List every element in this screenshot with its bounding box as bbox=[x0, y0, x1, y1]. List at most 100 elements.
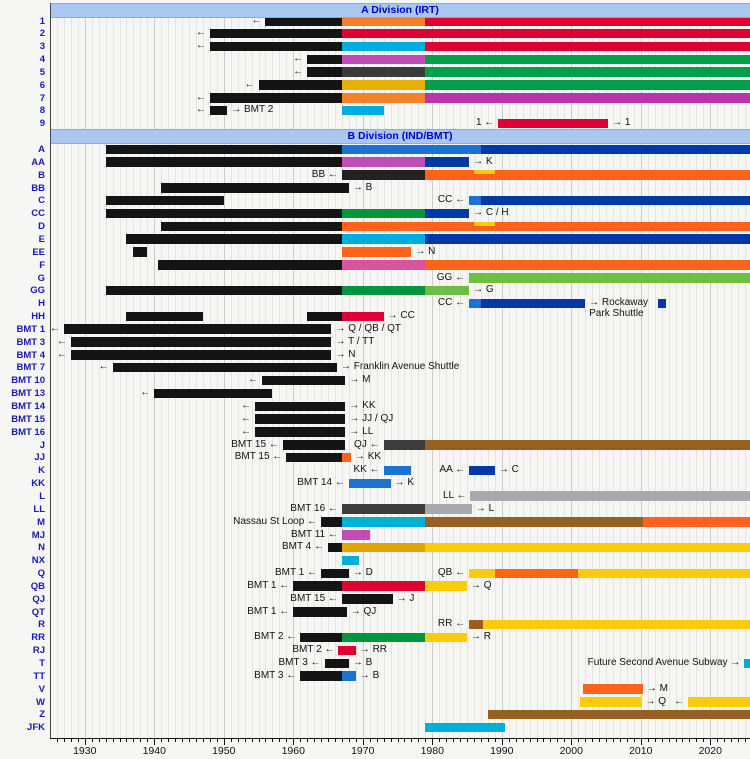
bar-BMT 3-black bbox=[70, 337, 332, 347]
gridline-2002 bbox=[585, 3, 587, 738]
axis-tick-1952 bbox=[237, 739, 239, 742]
axis-label-1940: 1940 bbox=[142, 745, 166, 757]
annotation-pre-6: ← bbox=[244, 78, 255, 90]
bar-M-black bbox=[321, 517, 342, 527]
axis-label-1960: 1960 bbox=[281, 745, 305, 757]
bar-W-yellow bbox=[688, 697, 750, 707]
axis-tick-1965 bbox=[328, 739, 329, 742]
annotation-pre-L: LL ← bbox=[442, 489, 467, 501]
gridline-1984 bbox=[460, 3, 462, 738]
axis-tick-1989 bbox=[494, 739, 496, 742]
annotation-suf-GG: → G bbox=[473, 284, 494, 296]
annotation-pre-BMT 13: ← bbox=[140, 387, 151, 399]
gridline-1993 bbox=[522, 3, 524, 738]
bar-Q-black bbox=[321, 568, 349, 579]
row-label-BMT 10: BMT 10 bbox=[11, 375, 45, 387]
annotation-suf-9: → 1 bbox=[612, 117, 631, 129]
axis-tick-2015 bbox=[675, 739, 677, 742]
annotation-suf-LL: → L bbox=[475, 502, 495, 514]
row-label-B: B bbox=[38, 169, 45, 181]
bar-F-black bbox=[157, 260, 342, 270]
annotation-pre-8: ← bbox=[195, 104, 206, 116]
annotation-suf-BMT 3: → T / TT bbox=[335, 335, 375, 347]
bar-QB-red bbox=[341, 581, 426, 591]
bar-GG-black bbox=[105, 285, 342, 296]
bar-CC-black bbox=[105, 208, 342, 219]
row-label-D: D bbox=[38, 221, 45, 233]
bar-H-dblue bbox=[658, 298, 667, 309]
axis-tick-1949 bbox=[216, 739, 218, 742]
row-label-5: 5 bbox=[39, 66, 45, 78]
annotation-pre-RJ: BMT 2 ← bbox=[292, 644, 335, 656]
row-label-BMT 1: BMT 1 bbox=[16, 323, 46, 335]
annotation-pre-QJ: BMT 15 ← bbox=[290, 592, 338, 604]
bar-H-ablue bbox=[469, 298, 481, 309]
axis-tick-1993 bbox=[522, 739, 524, 742]
bar-Q-orange bbox=[494, 568, 579, 579]
row-label-CC: CC bbox=[31, 208, 45, 220]
bar-3-cyan bbox=[341, 41, 426, 52]
bar-BMT 14-black bbox=[255, 401, 346, 411]
gridline-1971 bbox=[369, 3, 371, 738]
bar-Z-brown bbox=[487, 709, 750, 720]
row-label-BMT 14: BMT 14 bbox=[11, 401, 45, 412]
bar-1-o67 bbox=[341, 16, 426, 26]
bar-CC-dblue bbox=[425, 208, 470, 219]
gridline-1988 bbox=[487, 3, 489, 738]
annotation-pre-JJ: BMT 15 ← bbox=[234, 451, 283, 463]
gridline-2021 bbox=[717, 3, 719, 738]
annotation-suf-KK: → K bbox=[394, 477, 414, 489]
annotation-pre-RR: BMT 2 ← bbox=[254, 631, 297, 643]
bar-D-yellow bbox=[473, 221, 495, 226]
axis-label-1950: 1950 bbox=[212, 745, 236, 757]
bar-L-lgray bbox=[470, 491, 750, 501]
axis-tick-1956 bbox=[265, 739, 267, 742]
row-label-K: K bbox=[38, 465, 45, 477]
bar-BMT 16-black bbox=[255, 427, 346, 437]
bar-B-yellow bbox=[473, 170, 495, 175]
row-label-RR: RR bbox=[31, 632, 45, 644]
gridline-2000 bbox=[571, 3, 573, 738]
annotation-pre-C: CC ← bbox=[437, 194, 466, 206]
bar-NX-cyan bbox=[341, 555, 360, 566]
annotation-suf-BMT 16: → LL bbox=[349, 425, 374, 437]
gridline-1974 bbox=[390, 3, 392, 738]
axis-tick-1969 bbox=[355, 739, 357, 742]
annotation-pre-BMT 4: ← bbox=[56, 348, 67, 360]
bar-F-pink bbox=[341, 260, 426, 270]
annotation-suf-BMT 10: → M bbox=[349, 374, 371, 386]
annotation-suf-BMT 4: → N bbox=[335, 348, 356, 360]
bar-C-dblue bbox=[480, 195, 750, 206]
axis-label-1980: 1980 bbox=[420, 745, 444, 757]
bar-M-cyan bbox=[341, 517, 426, 527]
bar-M-brown bbox=[425, 517, 643, 527]
bar-JFK-cyan bbox=[425, 722, 506, 733]
gridline-1928 bbox=[70, 3, 72, 738]
annotation-pre-QB: BMT 1 ← bbox=[247, 579, 290, 591]
gridline-1970 bbox=[362, 3, 364, 738]
annotation-pre-Q: QB ← bbox=[437, 567, 466, 579]
row-label-7: 7 bbox=[39, 92, 45, 104]
bar-4-black bbox=[307, 54, 342, 65]
x-axis-line bbox=[50, 738, 750, 739]
row-label-TT: TT bbox=[33, 670, 45, 682]
annotation-suf-BMT 7: → Franklin Avenue Shuttle bbox=[341, 361, 460, 373]
axis-tick-1948 bbox=[209, 739, 211, 742]
axis-tick-1998 bbox=[557, 739, 559, 742]
axis-tick-1932 bbox=[98, 739, 100, 742]
gridline-2005 bbox=[606, 3, 607, 738]
annotation-suf-H: → Rockaway Park Shuttle bbox=[589, 297, 649, 319]
bar-BMT 7-black bbox=[112, 362, 338, 373]
annotation-pre-M: Nassau St Loop ← bbox=[233, 515, 318, 527]
axis-tick-1962 bbox=[307, 739, 309, 742]
axis-label-2020: 2020 bbox=[698, 745, 722, 757]
bar-HH-black bbox=[126, 311, 203, 322]
bar-HH-black bbox=[307, 311, 342, 322]
axis-tick-2021 bbox=[717, 739, 719, 742]
axis-tick-2011 bbox=[647, 739, 649, 742]
axis-label-1970: 1970 bbox=[351, 745, 375, 757]
bar-Q-yellow bbox=[469, 568, 495, 579]
bar-AA-magenta bbox=[341, 157, 426, 167]
annotation-pre-BMT 7: ← bbox=[98, 361, 109, 373]
axis-tick-1955 bbox=[258, 739, 260, 742]
